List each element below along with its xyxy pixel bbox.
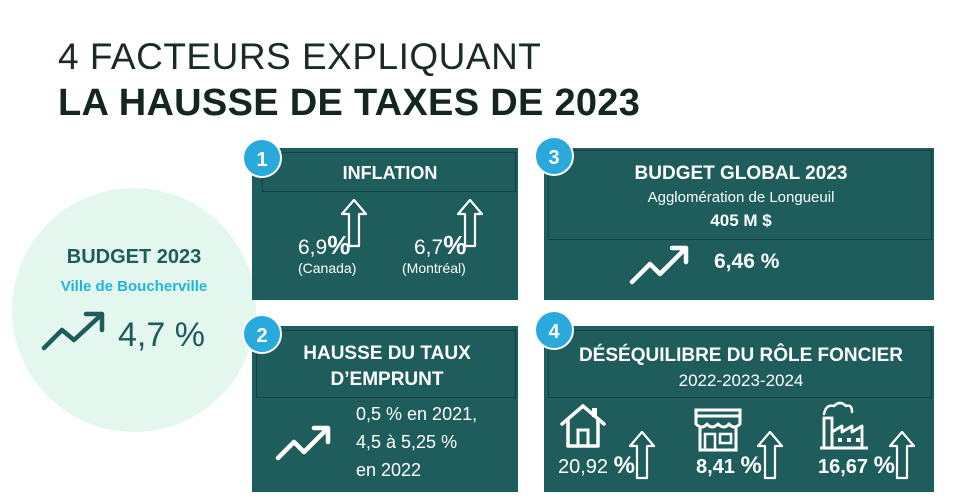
canada-number: 6,9 — [298, 236, 328, 259]
arrow-up-icon — [340, 198, 368, 253]
factory-number: 16,67 — [818, 456, 869, 478]
card-emprunt-title-2: D’EMPRUNT — [330, 369, 444, 390]
store-number: 8,41 — [696, 456, 735, 478]
montreal-number: 6,7 — [414, 236, 444, 259]
title-line-2: LA HAUSSE DE TAXES DE 2023 — [58, 82, 641, 124]
badge-4: 4 — [534, 310, 574, 350]
factory-percent: % — [873, 452, 895, 479]
house-percent: % — [613, 452, 635, 479]
budget-title: BUDGET 2023 — [66, 246, 202, 268]
house-icon — [558, 402, 608, 453]
store-value: 8,41 % — [696, 452, 762, 480]
canada-value: 6,9% — [298, 230, 350, 261]
card-budget-global-header: BUDGET GLOBAL 2023 Agglomération de Long… — [548, 150, 932, 240]
card-inflation: INFLATION 6,9% (Canada) 6,7% (Montréal) — [252, 148, 518, 300]
arrow-up-icon — [456, 198, 484, 253]
factory-value: 16,67 % — [818, 452, 895, 480]
budget-global-amount: 405 M $ — [710, 211, 772, 230]
card-budget-global: BUDGET GLOBAL 2023 Agglomération de Long… — [544, 148, 934, 300]
arrow-up-icon — [628, 430, 656, 485]
factory-icon — [816, 400, 872, 457]
card-emprunt-title-1: HAUSSE DU TAUX — [303, 343, 471, 364]
budget-global-subtitle: Agglomération de Longueuil — [647, 189, 835, 206]
trend-up-icon — [40, 308, 110, 359]
budget-subtitle: Ville de Boucherville — [60, 278, 208, 295]
badge-3: 3 — [534, 136, 574, 176]
emprunt-line-2: 4,5 à 5,25 % — [356, 432, 458, 452]
montreal-percent: % — [443, 230, 467, 260]
role-title: DÉSÉQUILIBRE DU RÔLE FONCIER — [578, 345, 904, 366]
budget-global-title: BUDGET GLOBAL 2023 — [634, 163, 848, 184]
house-number: 20,92 — [558, 456, 609, 478]
canada-percent: % — [327, 230, 351, 260]
trend-up-icon — [628, 244, 694, 291]
canada-label: (Canada) — [298, 260, 357, 276]
montreal-label: (Montréal) — [402, 260, 466, 276]
card-inflation-header: INFLATION — [262, 152, 516, 192]
house-value: 20,92 % — [558, 452, 635, 480]
store-icon — [692, 406, 744, 457]
card-emprunt: HAUSSE DU TAUX D’EMPRUNT 0,5 % en 2021, … — [252, 326, 518, 492]
arrow-up-icon — [888, 430, 916, 485]
budget-global-value: 6,46 % — [714, 250, 780, 273]
arrow-up-icon — [756, 430, 784, 485]
badge-2: 2 — [242, 314, 282, 354]
card-inflation-title: INFLATION — [342, 163, 438, 183]
emprunt-line-1: 0,5 % en 2021, — [356, 404, 478, 424]
card-role-foncier: DÉSÉQUILIBRE DU RÔLE FONCIER 2022-2023-2… — [544, 326, 934, 492]
title-line-1: 4 FACTEURS EXPLIQUANT — [58, 36, 542, 77]
role-years: 2022-2023-2024 — [678, 371, 804, 390]
card-role-header: DÉSÉQUILIBRE DU RÔLE FONCIER 2022-2023-2… — [548, 330, 932, 398]
trend-up-icon — [274, 422, 334, 467]
emprunt-line-3: en 2022 — [356, 460, 422, 480]
badge-1: 1 — [242, 138, 282, 178]
card-emprunt-header: HAUSSE DU TAUX D’EMPRUNT — [256, 330, 516, 398]
budget-value: 4,7 % — [118, 316, 205, 354]
montreal-value: 6,7% — [414, 230, 466, 261]
store-percent: % — [740, 452, 762, 479]
budget-circle: BUDGET 2023 Ville de Boucherville 4,7 % — [12, 188, 256, 432]
